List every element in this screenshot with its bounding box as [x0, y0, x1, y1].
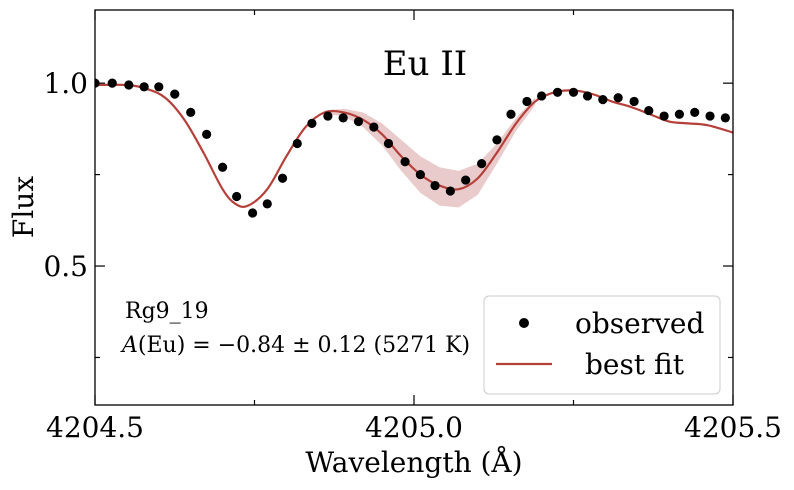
- observed-point: [202, 129, 212, 139]
- observed-point: [277, 173, 288, 183]
- legend-observed-marker: [519, 318, 529, 328]
- observed-point: [477, 159, 487, 169]
- observed-point: [629, 96, 639, 107]
- observed-point: [369, 122, 379, 132]
- uncertainty-band: [324, 97, 536, 208]
- legend: observed best fit: [483, 295, 721, 395]
- observed-point: [415, 169, 425, 180]
- observed-point: [383, 138, 394, 149]
- observed-point: [568, 87, 579, 97]
- y-tick-label: 1.0: [43, 67, 88, 100]
- x-axis-label: Wavelength (Å): [305, 446, 522, 479]
- observed-point: [690, 107, 700, 118]
- observed-point: [218, 162, 228, 172]
- observed-point: [353, 116, 364, 127]
- y-tick-label: 0.5: [43, 250, 88, 283]
- legend-best-fit-label: best fit: [585, 348, 685, 381]
- observed-point: [705, 111, 715, 121]
- observed-point: [461, 175, 471, 185]
- observed-point: [659, 111, 669, 121]
- observed-point: [262, 199, 272, 209]
- observed-point: [139, 82, 149, 92]
- observed-point: [124, 80, 134, 90]
- observed-point: [492, 135, 502, 145]
- observed-point: [720, 113, 730, 123]
- observed-point: [430, 180, 440, 191]
- y-axis-label: Flux: [7, 176, 40, 238]
- observed-point: [537, 91, 547, 101]
- observed-point: [522, 96, 532, 107]
- chart-title: Eu II: [383, 44, 467, 84]
- observed-point: [400, 157, 410, 167]
- abundance-symbol: A: [120, 333, 138, 358]
- observed-point: [247, 208, 258, 218]
- plot-content: [95, 78, 733, 218]
- observed-point: [598, 95, 608, 105]
- observed-point: [445, 186, 455, 196]
- observed-point: [292, 138, 302, 149]
- best-fit-line: [95, 83, 733, 208]
- observed-point: [613, 93, 623, 103]
- legend-box: [483, 295, 721, 395]
- observed-point: [506, 109, 516, 119]
- observed-point: [674, 109, 685, 119]
- star-label: Rg9_19: [125, 299, 209, 324]
- observed-point: [186, 107, 196, 118]
- axis-ticks: 4204.5 4205.0 4205.5 0.5 1.0: [43, 10, 782, 444]
- observed-point: [107, 78, 117, 88]
- x-tick-label: 4204.5: [46, 411, 144, 444]
- observed-point: [323, 111, 333, 121]
- observed-point: [552, 87, 563, 97]
- x-tick-label: 4205.5: [684, 411, 782, 444]
- observed-point: [644, 105, 654, 116]
- plot-series: [95, 78, 733, 218]
- legend-observed-label: observed: [575, 307, 704, 340]
- observed-point: [154, 82, 164, 92]
- abundance-value: (Eu) = −0.84 ± 0.12 (5271 K): [138, 333, 470, 358]
- x-tick-label: 4205.0: [365, 411, 463, 444]
- observed-point: [170, 89, 180, 99]
- observed-point: [338, 113, 348, 123]
- abundance-label: A(Eu) = −0.84 ± 0.12 (5271 K): [120, 333, 470, 358]
- observed-point: [582, 91, 593, 101]
- observed-point: [307, 118, 317, 128]
- observed-point: [232, 191, 242, 202]
